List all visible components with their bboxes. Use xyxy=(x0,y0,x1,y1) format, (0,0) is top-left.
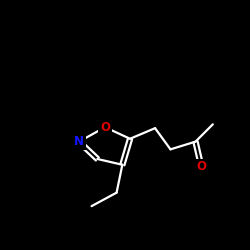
Text: O: O xyxy=(196,160,206,173)
Text: O: O xyxy=(100,121,110,134)
Text: N: N xyxy=(74,135,84,148)
